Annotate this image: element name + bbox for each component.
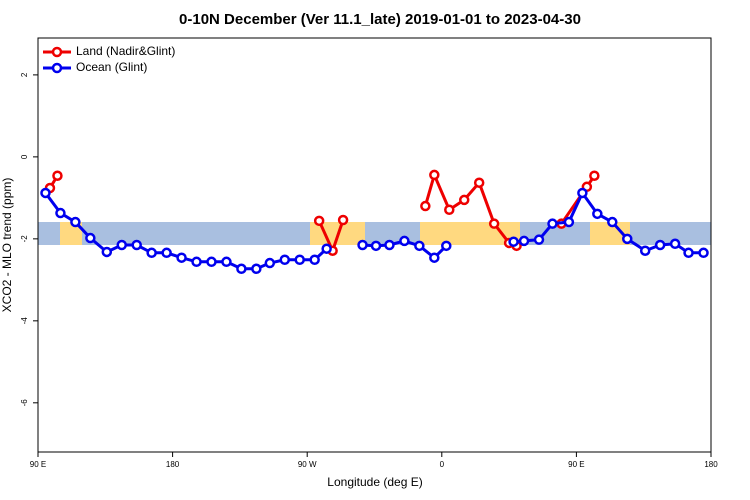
data-point	[40, 187, 51, 199]
data-point	[420, 200, 431, 212]
legend-label: Ocean (Glint)	[76, 60, 147, 74]
data-point	[191, 256, 202, 268]
data-point	[101, 246, 113, 258]
data-point	[279, 254, 291, 266]
data-point	[221, 256, 232, 268]
data-point	[563, 216, 575, 228]
data-point	[116, 239, 128, 251]
x-tick-label: 180	[704, 460, 718, 469]
data-point	[313, 215, 325, 227]
data-point	[131, 239, 142, 251]
y-axis-label: XCO2 - MLO trend (ppm)	[0, 178, 14, 313]
data-point	[607, 216, 618, 228]
data-point	[547, 218, 558, 229]
x-tick-label: 90 E	[30, 460, 46, 469]
data-point	[236, 263, 247, 275]
data-point	[669, 238, 681, 250]
legend-marker	[51, 62, 63, 74]
data-point	[441, 240, 452, 252]
data-point	[55, 207, 66, 219]
data-point	[533, 234, 545, 245]
data-point	[429, 169, 440, 181]
data-point	[52, 170, 63, 181]
data-point	[294, 254, 305, 266]
data-point	[508, 236, 519, 247]
y-tick-label: -6	[20, 399, 29, 407]
data-point	[321, 243, 332, 254]
y-tick-label: -2	[20, 235, 29, 243]
data-point	[518, 235, 530, 247]
x-axis-label: Longitude (deg E)	[327, 475, 422, 489]
data-point	[251, 263, 262, 275]
data-point	[414, 240, 425, 252]
data-point	[654, 239, 666, 251]
data-point	[592, 208, 603, 220]
data-point	[621, 233, 633, 245]
data-point	[444, 204, 455, 215]
data-point	[264, 257, 276, 269]
data-point	[384, 239, 395, 251]
data-point	[683, 247, 694, 259]
legend-label: Land (Nadir&Glint)	[76, 44, 175, 58]
data-point	[698, 247, 709, 259]
data-point	[357, 239, 368, 251]
legend-marker	[51, 46, 63, 58]
data-point	[146, 247, 157, 259]
y-tick-label: 2	[20, 72, 29, 77]
data-point	[337, 214, 349, 226]
land-band	[590, 222, 630, 245]
data-point	[429, 252, 440, 263]
x-tick-label: 0	[440, 460, 445, 469]
plot-frame	[37, 37, 712, 453]
data-point	[473, 177, 485, 188]
x-tick-label: 90 W	[298, 460, 317, 469]
data-point	[639, 245, 651, 256]
data-point	[176, 252, 187, 263]
data-point	[577, 187, 588, 199]
data-point	[206, 256, 217, 268]
data-point	[161, 247, 172, 259]
data-point	[399, 235, 410, 247]
y-tick-label: 0	[20, 154, 29, 159]
data-point	[488, 218, 500, 229]
y-tick-label: -4	[20, 317, 29, 325]
x-tick-label: 90 E	[568, 460, 584, 469]
chart-title: 0-10N December (Ver 11.1_late) 2019-01-0…	[179, 11, 581, 28]
land-band	[60, 222, 82, 245]
x-tick-label: 180	[166, 460, 180, 469]
data-point	[309, 254, 320, 266]
data-point	[458, 194, 470, 206]
data-point	[85, 232, 96, 244]
data-point	[370, 240, 382, 252]
data-point	[589, 170, 600, 181]
data-point	[70, 216, 81, 228]
